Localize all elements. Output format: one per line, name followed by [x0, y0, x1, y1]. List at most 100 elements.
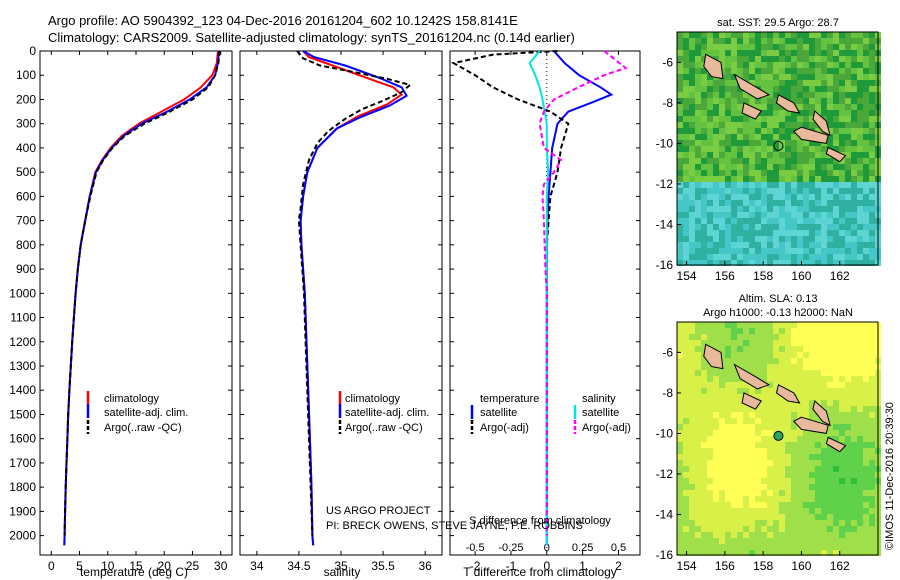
map-pixel: [683, 212, 689, 218]
map-pixel: [839, 110, 845, 116]
map-pixel: [731, 236, 737, 242]
map-pixel: [797, 334, 803, 340]
map-pixel: [833, 352, 839, 358]
map-pixel: [773, 502, 779, 508]
map-pixel: [683, 388, 689, 394]
map-pixel: [761, 532, 767, 538]
map-pixel: [707, 436, 713, 442]
map-pixel: [803, 400, 809, 406]
map-pixel: [749, 484, 755, 490]
map-pixel: [677, 442, 683, 448]
map-pixel: [857, 436, 863, 442]
map-pixel: [785, 352, 791, 358]
map-pixel: [863, 514, 869, 520]
y-tick-label: 500: [16, 165, 36, 179]
map-pixel: [689, 122, 695, 128]
map-pixel: [743, 140, 749, 146]
map-pixel: [809, 508, 815, 514]
map-pixel: [689, 56, 695, 62]
map-pixel: [815, 340, 821, 346]
map-pixel: [737, 74, 743, 80]
legend-label-argo: Argo(..raw -QC): [345, 422, 423, 434]
map-pixel: [761, 472, 767, 478]
map-pixel: [857, 412, 863, 418]
map-pixel: [797, 182, 803, 188]
map-pixel: [845, 74, 851, 80]
map-pixel: [785, 248, 791, 254]
map-pixel: [803, 116, 809, 122]
map-pixel: [713, 484, 719, 490]
map-pixel: [791, 110, 797, 116]
map-pixel: [725, 122, 731, 128]
map-pixel: [857, 334, 863, 340]
map-pixel: [779, 502, 785, 508]
map-pixel: [827, 116, 833, 122]
map-pixel: [701, 478, 707, 484]
map-pixel: [725, 454, 731, 460]
map-pixel: [797, 32, 803, 38]
map-pixel: [839, 478, 845, 484]
map-pixel: [797, 550, 803, 556]
map-pixel: [797, 50, 803, 56]
map-pixel: [743, 116, 749, 122]
map-pixel: [713, 200, 719, 206]
map-pixel: [779, 122, 785, 128]
map-pixel: [869, 86, 875, 92]
map-pixel: [839, 122, 845, 128]
map-pixel: [821, 164, 827, 170]
map-pixel: [743, 448, 749, 454]
map-pixel: [851, 236, 857, 242]
map-pixel: [821, 110, 827, 116]
map-pixel: [689, 394, 695, 400]
map-pixel: [713, 550, 719, 556]
map-pixel: [677, 92, 683, 98]
map-pixel: [737, 164, 743, 170]
map-pixel: [755, 194, 761, 200]
map-pixel: [689, 352, 695, 358]
map-pixel: [755, 128, 761, 134]
map-pixel: [857, 80, 863, 86]
map-pixel: [707, 254, 713, 260]
map-pixel: [833, 74, 839, 80]
map-pixel: [857, 322, 863, 328]
map-pixel: [863, 394, 869, 400]
map-pixel: [845, 104, 851, 110]
map-pixel: [809, 122, 815, 128]
map-pixel: [707, 448, 713, 454]
map-pixel: [695, 352, 701, 358]
map-pixel: [863, 508, 869, 514]
map-pixel: [809, 520, 815, 526]
map-pixel: [857, 188, 863, 194]
map-pixel: [773, 514, 779, 520]
map-pixel: [689, 50, 695, 56]
map-pixel: [719, 224, 725, 230]
map-pixel: [713, 110, 719, 116]
map-pixel: [761, 242, 767, 248]
map-pixel: [731, 38, 737, 44]
map-pixel: [809, 50, 815, 56]
map-pixel: [851, 484, 857, 490]
map-pixel: [857, 104, 863, 110]
map-pixel: [731, 484, 737, 490]
map-pixel: [851, 526, 857, 532]
map-pixel: [683, 260, 689, 266]
map-pixel: [839, 544, 845, 550]
sst-map-title: sat. SST: 29.5 Argo: 28.7: [717, 17, 839, 29]
map-pixel: [815, 182, 821, 188]
map-pixel: [809, 484, 815, 490]
map-pixel: [683, 328, 689, 334]
map-pixel: [713, 254, 719, 260]
map-pixel: [821, 212, 827, 218]
map-pixel: [737, 176, 743, 182]
map-pixel: [785, 544, 791, 550]
map-pixel: [677, 116, 683, 122]
map-pixel: [821, 382, 827, 388]
map-pixel: [767, 32, 773, 38]
map-pixel: [803, 388, 809, 394]
map-pixel: [695, 74, 701, 80]
map-pixel: [725, 466, 731, 472]
map-pixel: [719, 400, 725, 406]
map-pixel: [815, 188, 821, 194]
map-pixel: [869, 50, 875, 56]
map-pixel: [689, 388, 695, 394]
